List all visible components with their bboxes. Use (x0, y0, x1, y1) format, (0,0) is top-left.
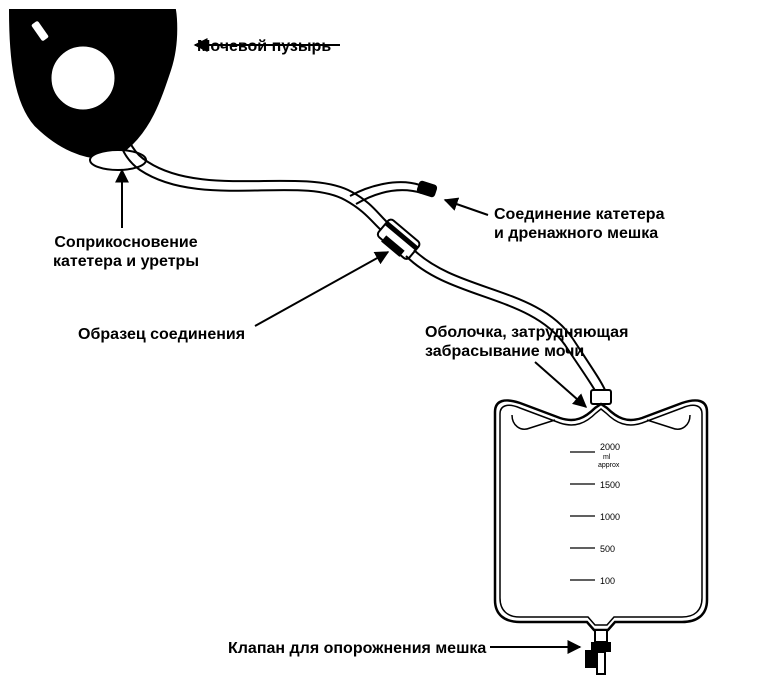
diagram-stage: Мочевой пузырь Соприкосновение катетера … (0, 0, 771, 678)
scale-2000: 2000 (600, 442, 620, 452)
scale-100: 100 (600, 576, 615, 586)
diagram-svg: 2000 ml approx 1500 1000 500 100 (0, 0, 771, 678)
drain-tube (406, 250, 605, 394)
side-port (350, 181, 437, 204)
drainage-bag: 2000 ml approx 1500 1000 500 100 (495, 390, 707, 630)
drain-valve (585, 630, 611, 674)
scale-approx: approx (598, 462, 620, 469)
bladder-shape (10, 10, 176, 170)
scale-1500: 1500 (600, 480, 620, 490)
scale-1000: 1000 (600, 512, 620, 522)
scale-500: 500 (600, 544, 615, 554)
scale-ml: ml (603, 454, 611, 461)
